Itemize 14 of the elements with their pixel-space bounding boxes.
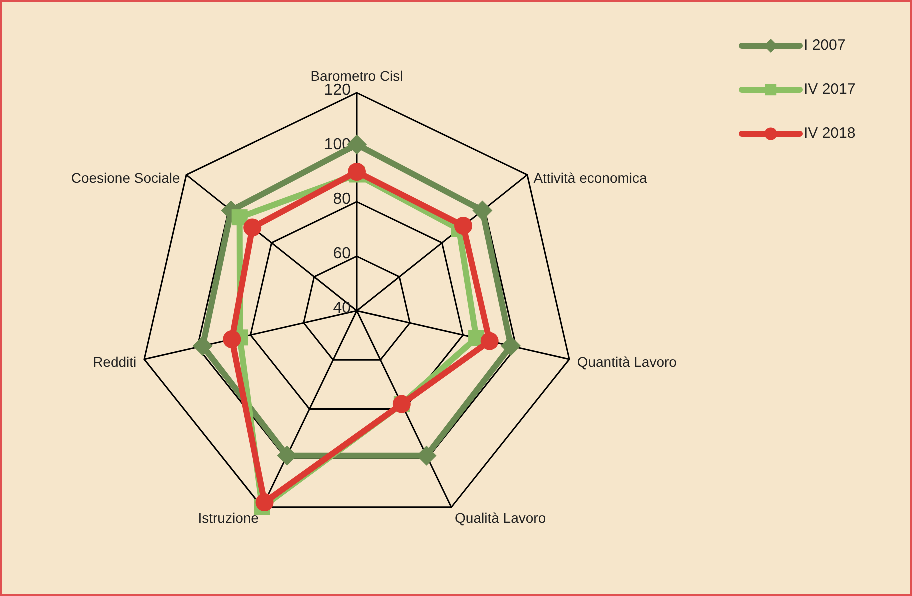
y-tick-label: 120 — [324, 82, 352, 99]
spoke-label: Istruzione — [198, 510, 260, 526]
legend-label: IV 2017 — [804, 80, 856, 98]
spoke-label: Redditi — [93, 354, 137, 370]
y-tick-label: 60 — [333, 246, 352, 262]
y-tick-label: 40 — [333, 300, 352, 317]
spoke-label: Quantità Lavoro — [577, 354, 678, 370]
spoke-label: Qualità Lavoro — [455, 510, 546, 526]
y-tick-label: 80 — [333, 191, 352, 208]
spoke-label: Attività economica — [534, 170, 648, 186]
spoke-label: Barometro Cisl — [310, 68, 404, 84]
spoke-label: Coesione Sociale — [71, 170, 181, 186]
legend-label: I 2007 — [804, 36, 846, 54]
legend-label: IV 2018 — [804, 124, 856, 142]
